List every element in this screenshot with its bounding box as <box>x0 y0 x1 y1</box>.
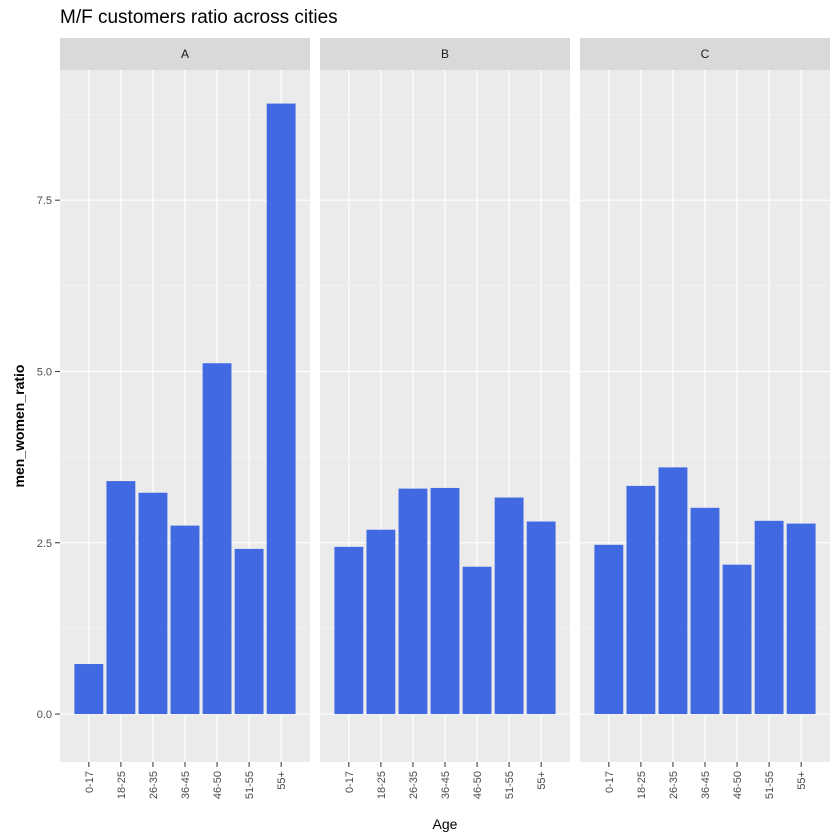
x-tick-label: 18-25 <box>116 771 128 799</box>
bar-b-0-17 <box>334 546 364 715</box>
facet-panel-b: B 0-17 18-25 26-35 36-45 46-50 51-55 55+ <box>320 38 570 799</box>
chart-title: M/F customers ratio across cities <box>60 7 338 28</box>
bar-b-51-55 <box>494 497 524 715</box>
x-tick-label: 46-50 <box>732 771 744 799</box>
bar-a-36-45 <box>170 525 200 715</box>
x-tick-label: 36-45 <box>180 771 192 799</box>
bar-b-46-50 <box>462 566 492 715</box>
facet-panel-a: A 0-17 18-25 26-35 36-45 46-50 51-55 55+ <box>60 38 310 799</box>
bar-c-36-45 <box>690 507 720 715</box>
x-tick-label: 46-50 <box>472 771 484 799</box>
x-tick-label: 51-55 <box>244 771 256 799</box>
x-tick-label: 26-35 <box>148 771 160 799</box>
bar-b-18-25 <box>366 529 396 715</box>
bar-c-26-35 <box>658 467 688 715</box>
facet-panels: A 0-17 18-25 26-35 36-45 46-50 51-55 55+ B 0-17 18… <box>60 38 830 799</box>
y-tick-label: 7.5 <box>37 195 52 207</box>
bar-b-36-45 <box>430 487 460 715</box>
facet-strip <box>60 38 310 70</box>
bar-a-51-55 <box>234 548 264 715</box>
facet-strip-label: A <box>181 47 189 61</box>
x-axis-label: Age <box>433 816 458 832</box>
x-tick-label: 36-45 <box>700 771 712 799</box>
facet-strip <box>580 38 830 70</box>
x-tick-label: 51-55 <box>764 771 776 799</box>
bar-c-46-50 <box>722 564 752 715</box>
facet-panel-c: C 0-17 18-25 26-35 36-45 46-50 51-55 55+ <box>580 38 830 799</box>
y-axis-label: men_women_ratio <box>11 365 27 488</box>
facet-strip-label: C <box>701 47 710 61</box>
x-tick-label: 55+ <box>276 771 288 790</box>
y-tick-label: 2.5 <box>37 538 52 550</box>
bar-a-18-25 <box>106 481 136 715</box>
bar-c-55+ <box>786 523 816 715</box>
bar-b-26-35 <box>398 488 428 715</box>
bar-b-55+ <box>526 521 556 715</box>
y-tick-label: 0.0 <box>37 709 52 721</box>
x-tick-label: 55+ <box>796 771 808 790</box>
y-tick-label: 5.0 <box>37 366 52 378</box>
x-tick-label: 26-35 <box>408 771 420 799</box>
bar-a-26-35 <box>138 492 168 715</box>
x-tick-label: 18-25 <box>636 771 648 799</box>
x-tick-label: 0-17 <box>344 771 356 793</box>
bar-a-55+ <box>266 103 296 715</box>
bar-a-0-17 <box>74 664 104 715</box>
x-tick-label: 36-45 <box>440 771 452 799</box>
bar-a-46-50 <box>202 363 232 715</box>
x-tick-label: 55+ <box>536 771 548 790</box>
x-tick-label: 0-17 <box>84 771 96 793</box>
facet-strip <box>320 38 570 70</box>
bar-c-51-55 <box>754 520 784 715</box>
x-tick-label: 18-25 <box>376 771 388 799</box>
bar-c-18-25 <box>626 485 656 715</box>
x-tick-label: 26-35 <box>668 771 680 799</box>
x-tick-label: 51-55 <box>504 771 516 799</box>
x-tick-label: 46-50 <box>212 771 224 799</box>
x-tick-label: 0-17 <box>604 771 616 793</box>
facet-strip-label: B <box>441 47 449 61</box>
y-axis: 0.0 2.5 5.0 7.5 <box>37 195 60 721</box>
bar-c-0-17 <box>594 544 624 715</box>
